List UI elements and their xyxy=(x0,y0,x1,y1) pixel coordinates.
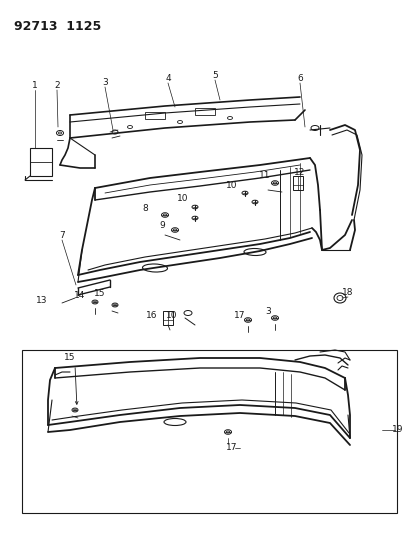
Bar xyxy=(30,148,52,176)
Text: 9: 9 xyxy=(159,221,164,230)
Text: 5: 5 xyxy=(211,70,217,79)
Text: 15: 15 xyxy=(64,353,76,362)
Text: 12: 12 xyxy=(294,167,305,176)
Text: 3: 3 xyxy=(102,77,108,86)
Bar xyxy=(145,112,165,119)
Text: 19: 19 xyxy=(391,425,403,434)
Text: 13: 13 xyxy=(36,295,47,304)
Text: 2: 2 xyxy=(54,80,59,90)
Text: 17: 17 xyxy=(225,443,237,453)
Text: 10: 10 xyxy=(177,193,188,203)
Text: 92713  1125: 92713 1125 xyxy=(14,20,101,33)
Bar xyxy=(22,350,396,513)
Text: 15: 15 xyxy=(94,288,105,297)
Bar xyxy=(292,176,302,190)
Text: 6: 6 xyxy=(297,74,302,83)
Text: 3: 3 xyxy=(264,308,270,317)
Text: 4: 4 xyxy=(165,74,171,83)
Text: 8: 8 xyxy=(142,204,147,213)
Text: 7: 7 xyxy=(59,230,65,239)
Text: 1: 1 xyxy=(32,80,38,90)
Text: 18: 18 xyxy=(342,287,353,296)
Text: 11: 11 xyxy=(259,171,270,180)
Bar xyxy=(163,311,173,325)
Text: 10: 10 xyxy=(166,311,177,319)
Text: 17: 17 xyxy=(234,311,245,319)
Text: 14: 14 xyxy=(74,290,85,300)
Text: 10: 10 xyxy=(225,181,237,190)
Bar xyxy=(195,108,214,115)
Text: 16: 16 xyxy=(146,311,157,319)
